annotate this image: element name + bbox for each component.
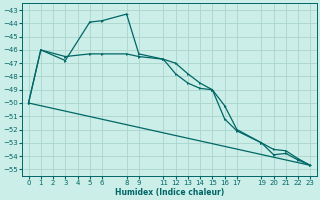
X-axis label: Humidex (Indice chaleur): Humidex (Indice chaleur) bbox=[115, 188, 224, 197]
